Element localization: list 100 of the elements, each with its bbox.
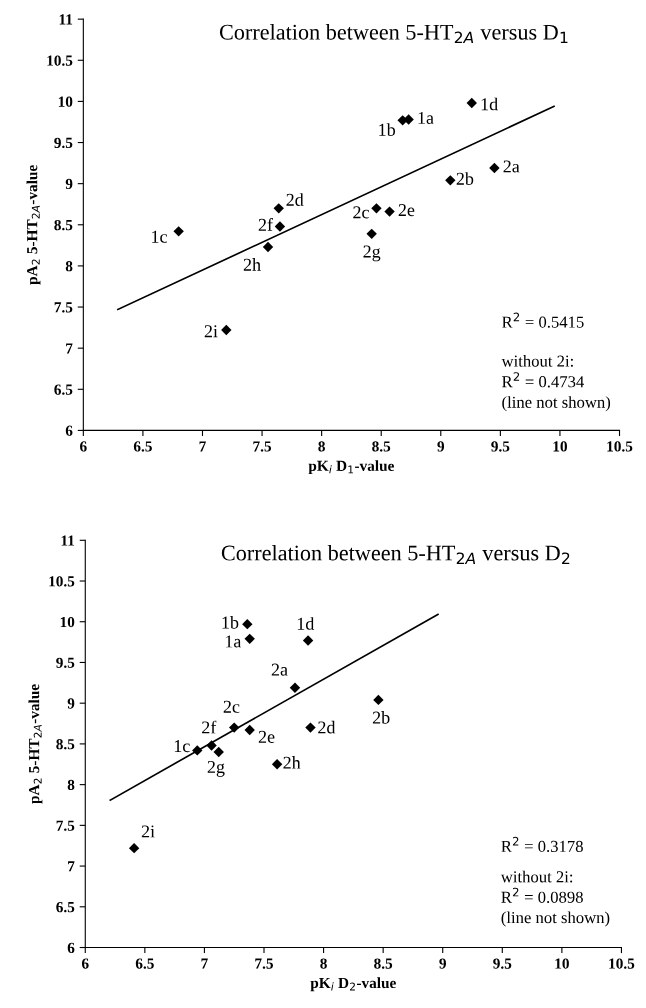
x-tick-label: 10: [553, 441, 567, 452]
annotation: 1c: [152, 230, 167, 243]
point: [242, 618, 253, 630]
annotation: 2g: [363, 245, 381, 262]
y-tick-label: 10.5: [47, 55, 73, 66]
y-tick-label: 8.5: [54, 219, 73, 231]
annotation: 1b: [379, 123, 396, 136]
annotation: 2h: [243, 258, 261, 271]
annotation: 1d: [297, 617, 315, 630]
annotation: 1a: [418, 111, 434, 125]
annotation: 2b: [372, 711, 390, 724]
annotation: 2b: [456, 172, 474, 185]
x-tick-label: 7.5: [253, 441, 272, 452]
x-tick-label: 8: [320, 958, 327, 969]
x-tick-label: 7: [199, 441, 206, 452]
annotation: (line not shown): [501, 911, 610, 927]
point: [445, 175, 456, 186]
point: [305, 722, 316, 733]
point: [274, 221, 286, 232]
x-tick-label: 7: [201, 958, 208, 969]
annotation: 2c: [223, 700, 240, 713]
annotation: 2i: [204, 325, 218, 338]
y-tick-label: 8: [67, 779, 75, 791]
y-tick-label: 9: [65, 178, 73, 190]
annotation: 1a: [225, 635, 242, 648]
point: [206, 740, 217, 751]
y-tick-label: 7.5: [56, 820, 75, 831]
x-tick-label: 6: [80, 441, 87, 452]
y-tick-label: 6: [65, 425, 73, 436]
y-tick-label: 6.5: [54, 384, 73, 395]
x-tick-label: 6: [81, 958, 89, 969]
annotation: 2d: [286, 193, 304, 206]
annotation: without 2i:: [500, 870, 573, 883]
annotation: R$^{2}$ = 0.5415: [502, 312, 584, 328]
y-axis-title: pA$_{2}$ 5-HT$_{2A}$-value: [26, 165, 41, 285]
annotation: 2f: [202, 720, 217, 734]
point: [221, 324, 232, 336]
annotation: 1c: [174, 740, 190, 753]
point: [128, 842, 140, 854]
y-axis-title: pA$_{2}$ 5-HT$_{2A}$-value: [28, 684, 43, 804]
point: [371, 203, 382, 214]
y-tick-label: 10.5: [49, 576, 75, 587]
x-tick-label: 9.5: [491, 441, 510, 452]
y-tick-label: 8.5: [56, 739, 75, 750]
x-tick-label: 8: [318, 441, 325, 452]
x-tick-label: 10.5: [607, 441, 633, 452]
x-tick-label: 9.5: [493, 958, 512, 969]
x-axis-title: pK$_{i}$ D$_{2}$-value: [310, 977, 396, 992]
annotation: (line not shown): [502, 396, 611, 412]
y-tick-label: 6: [67, 942, 75, 953]
y-tick-label: 11: [59, 14, 73, 25]
x-tick-label: 6.5: [135, 958, 154, 969]
annotation: 2d: [318, 720, 336, 734]
x-tick-label: 10.5: [609, 958, 635, 969]
y-tick-label: 9: [67, 698, 75, 709]
chart-title: Correlation between 5-HT$_{2A}$ versus D$_{1}$: [219, 24, 568, 44]
annotation: 2f: [258, 218, 273, 231]
point: [384, 206, 395, 217]
y-tick-label: 11: [61, 535, 75, 546]
y-tick-label: 9.5: [56, 657, 75, 668]
annotation: 2h: [283, 756, 301, 769]
x-tick-label: 8.5: [372, 441, 391, 452]
point: [302, 635, 314, 646]
y-tick-label: 7.5: [54, 302, 73, 313]
annotation: R$^{2}$ = 0.0898: [501, 887, 583, 903]
annotation: 2a: [271, 663, 288, 676]
point: [366, 228, 377, 240]
point: [244, 633, 255, 645]
x-tick-label: 7.5: [255, 958, 273, 969]
point: [192, 745, 203, 756]
y-tick-label: 10: [58, 96, 73, 107]
point: [262, 241, 274, 253]
y-tick-label: 7: [66, 343, 73, 354]
point: [213, 746, 224, 758]
point: [489, 162, 500, 174]
y-tick-label: 10: [60, 616, 75, 628]
x-axis-title: pK$_{i}$ D$_{1}$-value: [308, 460, 394, 475]
y-tick-label: 8: [65, 261, 73, 272]
x-tick-label: 6.5: [133, 441, 152, 452]
x-tick-label: 10: [555, 958, 569, 969]
x-tick-label: 9: [437, 441, 445, 452]
annotation: 1d: [481, 97, 498, 111]
annotation: 2c: [353, 206, 369, 219]
annotation: 2e: [258, 730, 275, 743]
point: [289, 682, 301, 693]
point: [373, 694, 384, 706]
annotation: 2a: [503, 160, 520, 173]
y-tick-label: 6.5: [56, 901, 75, 913]
x-tick-label: 8.5: [374, 958, 393, 969]
annotation: 1b: [222, 615, 239, 629]
point: [466, 97, 477, 109]
chart-title: Correlation between 5-HT$_{2A}$ versus D$_{2}$: [221, 544, 570, 564]
x-tick-label: 9: [439, 958, 446, 969]
y-tick-label: 7: [68, 861, 75, 872]
y-tick-label: 9.5: [54, 137, 73, 149]
annotation: 2g: [207, 760, 225, 777]
annotation: R$^{2}$ = 0.3178: [501, 836, 583, 853]
point: [244, 724, 255, 736]
point: [271, 759, 283, 770]
point: [173, 226, 184, 237]
